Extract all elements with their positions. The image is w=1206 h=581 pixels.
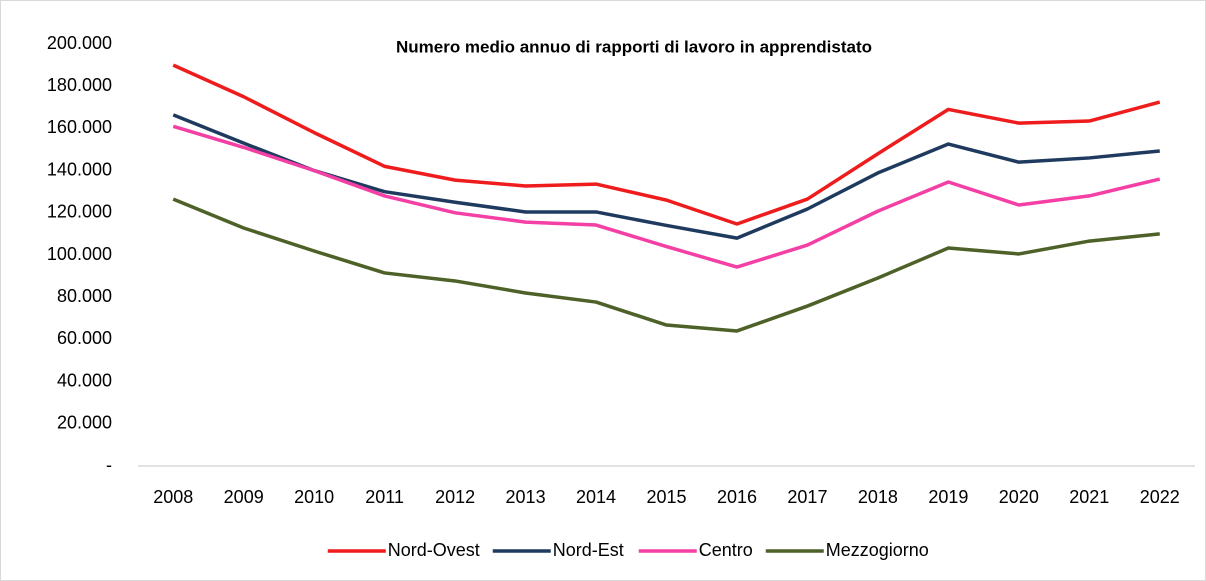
x-tick-label: 2020 xyxy=(999,487,1039,507)
y-tick-label: 20.000 xyxy=(57,413,112,433)
y-tick-label: 160.000 xyxy=(47,117,112,137)
x-tick-label: 2011 xyxy=(365,487,404,507)
y-tick-label: 200.000 xyxy=(47,33,112,53)
y-tick-label: 140.000 xyxy=(47,159,112,179)
x-tick-label: 2018 xyxy=(858,487,898,507)
x-tick-label: 2019 xyxy=(928,487,968,507)
y-tick-label: 120.000 xyxy=(47,202,112,222)
legend-label: Nord-Ovest xyxy=(388,540,480,560)
x-tick-label: 2017 xyxy=(787,487,827,507)
y-tick-label: - xyxy=(106,455,112,475)
y-tick-label: 60.000 xyxy=(57,328,112,348)
y-tick-label: 80.000 xyxy=(57,286,112,306)
series-line xyxy=(172,197,1160,333)
legend-label: Nord-Est xyxy=(553,540,624,560)
series-line xyxy=(172,124,1161,269)
x-tick-label: 2015 xyxy=(646,487,686,507)
x-tick-label: 2022 xyxy=(1140,487,1180,507)
y-tick-label: 100.000 xyxy=(47,244,112,264)
x-tick-label: 2014 xyxy=(576,487,616,507)
x-tick-label: 2008 xyxy=(153,487,193,507)
legend-label: Mezzogiorno xyxy=(826,540,929,560)
x-tick-label: 2009 xyxy=(224,487,264,507)
y-tick-label: 40.000 xyxy=(57,370,112,390)
x-tick-label: 2013 xyxy=(506,487,546,507)
chart-title: Numero medio annuo di rapporti di lavoro… xyxy=(396,37,872,56)
y-tick-label: 180.000 xyxy=(47,75,112,95)
x-tick-label: 2010 xyxy=(294,487,334,507)
x-tick-label: 2021 xyxy=(1069,487,1109,507)
x-tick-label: 2012 xyxy=(435,487,475,507)
series-line xyxy=(172,63,1161,226)
legend-label: Centro xyxy=(699,540,753,560)
x-tick-label: 2016 xyxy=(717,487,757,507)
